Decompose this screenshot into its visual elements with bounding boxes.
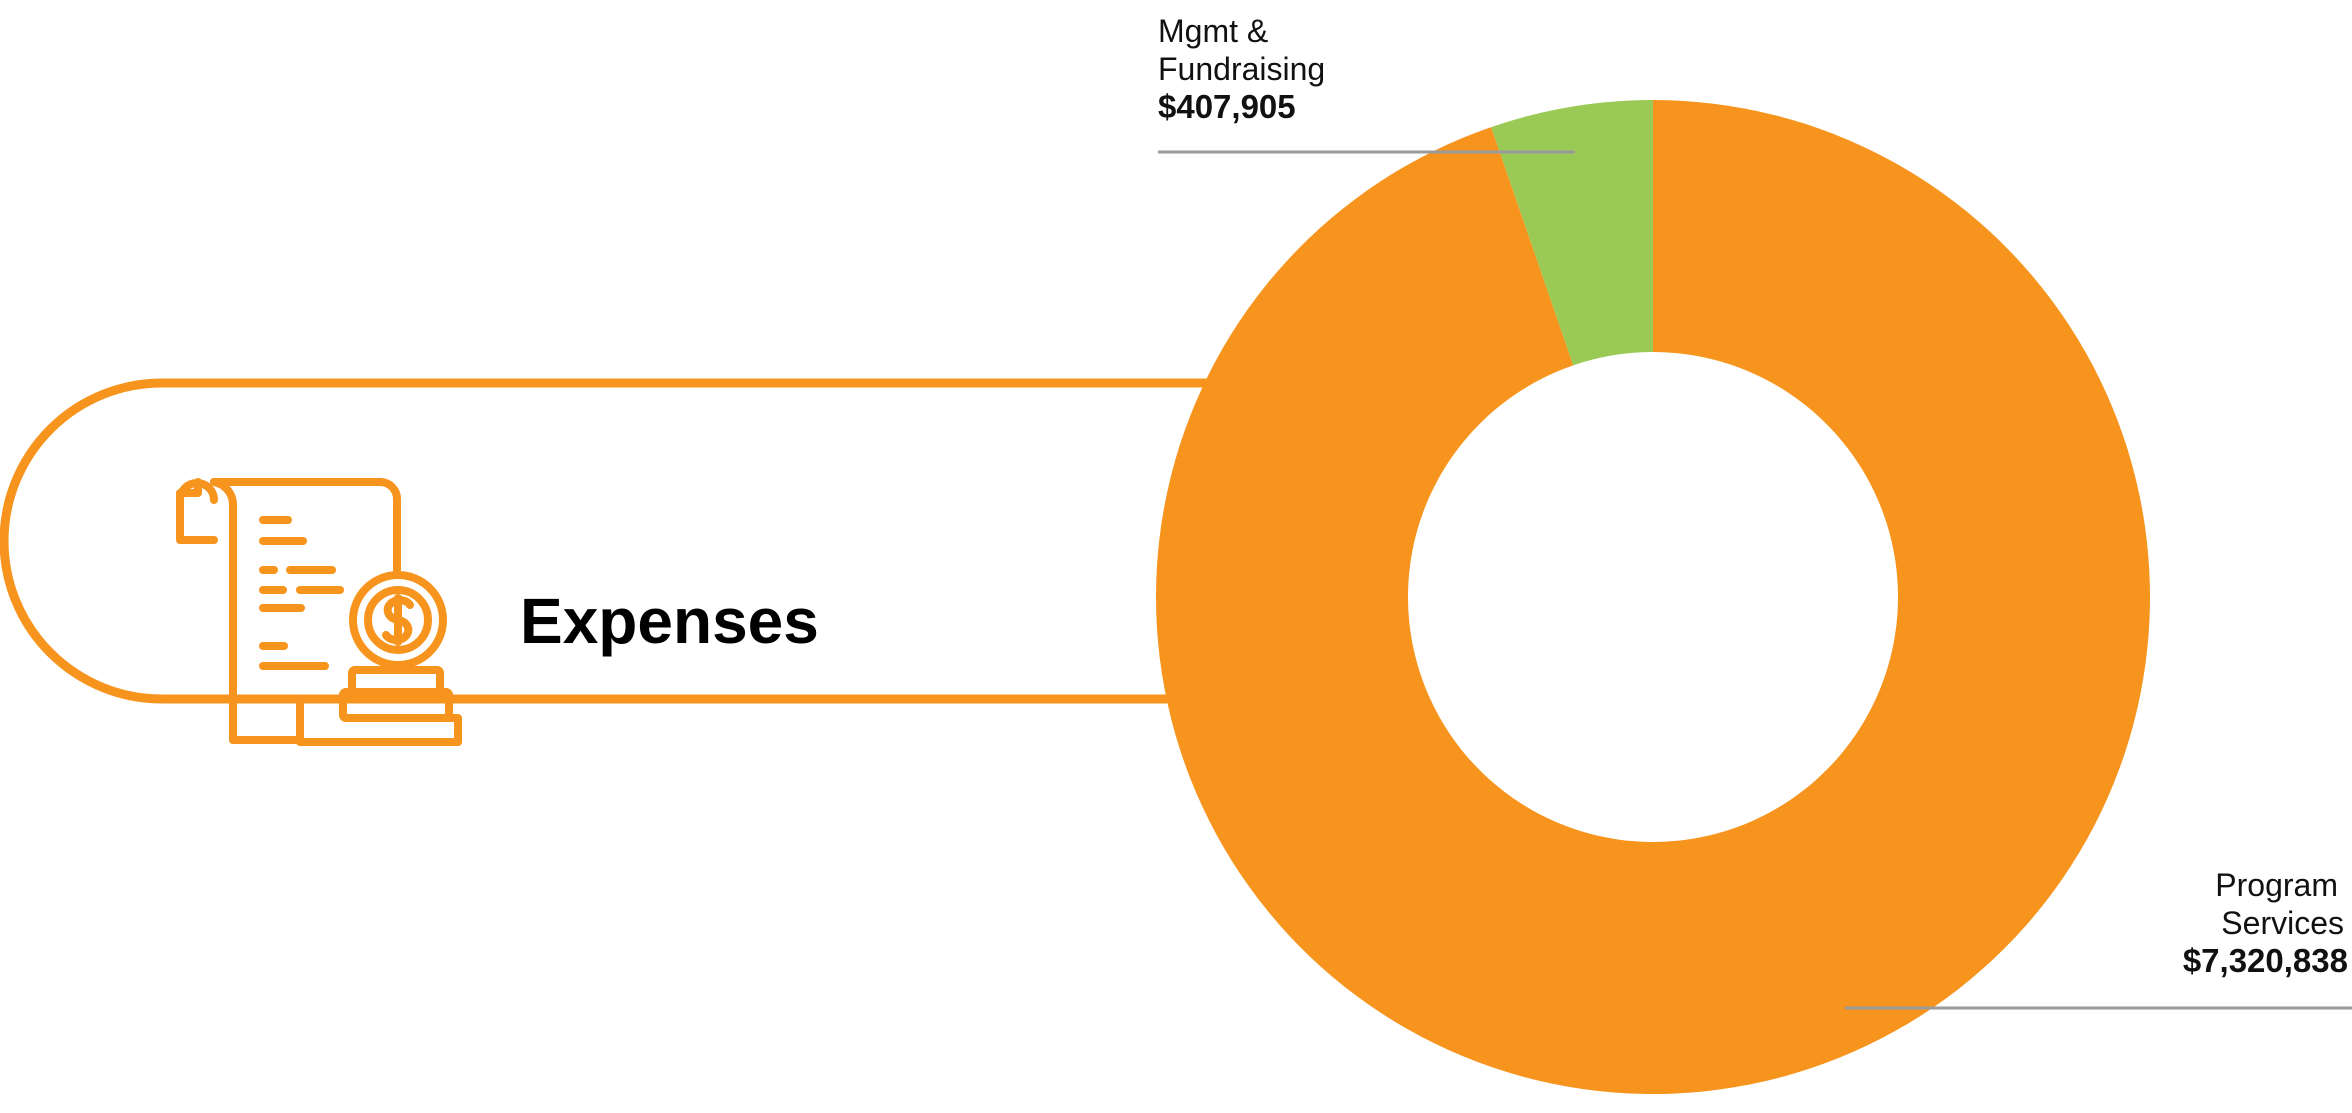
- slice-value: $7,320,838: [2183, 942, 2348, 979]
- receipt-dollar-coins-icon: [176, 477, 462, 746]
- donut-slice-mgmt-fundraising: [1491, 100, 1653, 366]
- slice-label-line: Program: [2215, 867, 2338, 903]
- label-mgmt-fundraising: Mgmt & Fundraising $407,905: [1158, 13, 1325, 125]
- label-program-services: Program Services $7,320,838: [2183, 867, 2348, 979]
- donut-slice-program-services: [1155, 100, 2150, 1094]
- slice-label-line: Mgmt &: [1158, 13, 1268, 49]
- slice-label-line: Services: [2221, 905, 2344, 941]
- chart-title: Expenses: [520, 585, 819, 657]
- donut-slices: [1155, 100, 2150, 1094]
- slice-value: $407,905: [1158, 88, 1296, 125]
- title-banner-outline: [0, 378, 1215, 704]
- slice-label-line: Fundraising: [1158, 51, 1325, 87]
